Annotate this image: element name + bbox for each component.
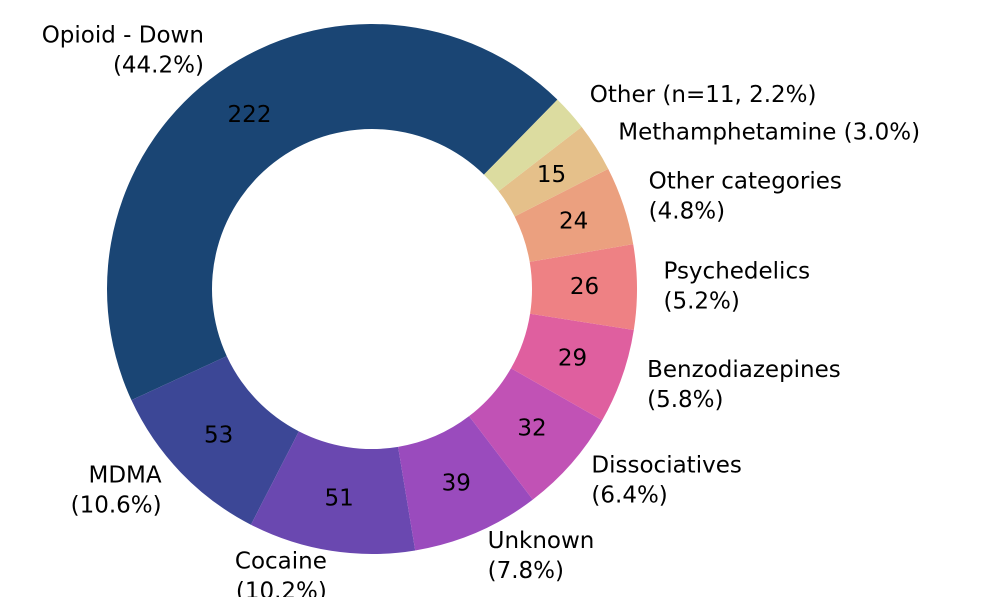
donut-segment bbox=[498, 126, 609, 217]
segment-label: (5.8%) bbox=[647, 387, 723, 413]
donut-segment bbox=[510, 313, 634, 421]
segment-label: (7.8%) bbox=[488, 558, 564, 584]
segment-label: (5.2%) bbox=[663, 288, 739, 314]
segment-label: Dissociatives bbox=[591, 452, 741, 478]
value-label: 53 bbox=[204, 423, 233, 449]
segment-label: Other categories bbox=[649, 169, 842, 195]
segment-label: (10.6%) bbox=[71, 492, 162, 518]
donut-segment bbox=[398, 416, 533, 551]
segment-label: Cocaine bbox=[235, 548, 327, 574]
donut-segment bbox=[106, 23, 558, 401]
value-label: 24 bbox=[559, 209, 588, 235]
segment-label: (6.4%) bbox=[591, 482, 667, 508]
donut-segment bbox=[250, 431, 416, 554]
donut-segment bbox=[131, 356, 299, 525]
segment-label: Opioid - Down bbox=[42, 22, 204, 48]
segment-label: Other (n=11, 2.2%) bbox=[590, 82, 817, 108]
segment-label: Methamphetamine (3.0%) bbox=[618, 120, 920, 146]
value-label: 51 bbox=[324, 485, 353, 511]
value-label: 29 bbox=[558, 346, 587, 372]
donut-segment bbox=[529, 244, 637, 331]
segment-label: Benzodiazepines bbox=[647, 357, 841, 383]
segment-label: (10.2%) bbox=[236, 578, 327, 597]
value-label: 26 bbox=[570, 274, 599, 300]
value-label: 39 bbox=[442, 471, 471, 497]
segment-label: Psychedelics bbox=[663, 258, 810, 284]
segment-label: (44.2%) bbox=[113, 52, 204, 78]
donut-segment bbox=[483, 99, 582, 192]
segment-label: MDMA bbox=[88, 462, 161, 488]
value-label: 15 bbox=[537, 162, 566, 188]
donut-segment bbox=[469, 368, 603, 500]
value-label: 222 bbox=[228, 102, 272, 128]
segment-label: (4.8%) bbox=[649, 199, 725, 225]
segment-label: Unknown bbox=[488, 528, 595, 554]
value-label: 32 bbox=[517, 415, 546, 441]
donut-segment bbox=[514, 168, 634, 262]
